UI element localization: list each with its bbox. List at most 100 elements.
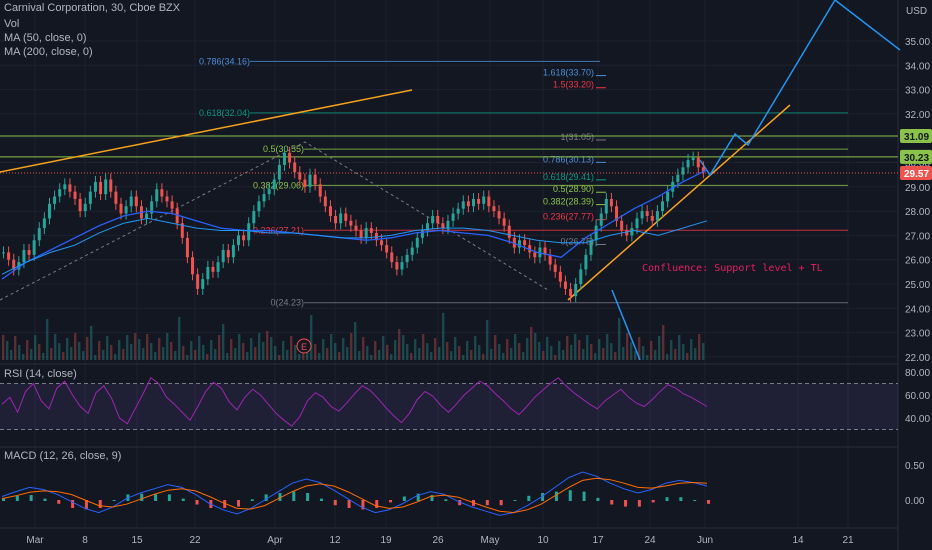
price-axis-tick: 35.00 [905, 37, 930, 48]
volume-bar [694, 348, 697, 360]
candle-body [303, 179, 307, 187]
volume-bar [514, 334, 517, 360]
volume-bar [138, 339, 141, 360]
volume-bar [66, 338, 69, 360]
signal-line [1, 477, 708, 514]
fib-level-label: 0.5(30.55) [263, 144, 304, 154]
candle-body [252, 211, 256, 224]
fib-ext-label: 0(26.75) [560, 236, 594, 246]
macd-histogram-bar [347, 500, 351, 508]
macd-histogram-bar [541, 493, 545, 501]
volume-bar [146, 334, 149, 360]
volume-bar [398, 329, 401, 360]
volume-bar [206, 354, 209, 360]
candle-body [226, 249, 230, 258]
candle-body [323, 196, 327, 207]
volume-bar [358, 351, 361, 360]
volume-bar [638, 337, 641, 360]
time-axis-tick: May [481, 535, 500, 546]
currency-label: USD [906, 6, 927, 17]
earnings-marker [296, 338, 312, 354]
volume-bar [58, 343, 61, 360]
candle-body [512, 237, 516, 248]
volume-bar [342, 338, 345, 360]
volume-bar [590, 344, 593, 360]
volume-bar [18, 345, 21, 360]
candle-body [640, 211, 644, 219]
drawing-lines [0, 0, 901, 361]
macd-axis-tick: 0.50 [905, 461, 925, 472]
macd-histogram-bar [624, 500, 628, 507]
volume-bar [566, 336, 569, 360]
macd-histogram-bar [707, 500, 710, 504]
volume-bar [414, 339, 417, 360]
volume-bar [194, 350, 197, 360]
price-tag: 29.57 [900, 165, 932, 180]
candle-body [615, 206, 619, 221]
volume-bar [134, 333, 137, 360]
candle-body [701, 167, 705, 173]
fib-ext-label: 0.786(30.13) [543, 154, 594, 164]
volume-bar [346, 347, 349, 360]
volume-bar [490, 349, 493, 360]
macd-histogram-bar [596, 497, 600, 501]
candle-body [354, 225, 358, 231]
candle-body [385, 245, 389, 253]
candle-body [369, 228, 373, 233]
macd-histogram-bar [319, 498, 323, 501]
candle-body [237, 235, 240, 246]
candle-body [293, 162, 297, 173]
volume-bar [526, 338, 529, 360]
candle-body [528, 245, 532, 253]
macd-histogram-bar [57, 500, 61, 504]
candle-body [415, 237, 419, 248]
price-tag-bg [900, 129, 932, 144]
volume-bar [382, 336, 385, 360]
volume-bar [434, 338, 437, 360]
volume-bar [158, 338, 161, 360]
macd-histogram-bar [444, 499, 448, 501]
volume-bar [222, 324, 225, 360]
candle-body [461, 201, 465, 209]
price-candles [2, 146, 705, 303]
candle-body [569, 288, 573, 297]
fib-ext-label: 1(31.05) [560, 132, 594, 142]
candle-body [599, 213, 603, 226]
time-axis-tick: 10 [537, 535, 549, 546]
volume-bar [330, 334, 333, 360]
volume-bar [82, 351, 85, 360]
volume-bar [670, 340, 673, 360]
volume-bar [626, 333, 629, 360]
volume-bar [606, 334, 609, 360]
price-tags: 31.09 30.23 29.57 [900, 129, 932, 180]
legend-ma200: MA (200, close, 0) [4, 46, 93, 58]
macd-histogram-bar [693, 500, 697, 501]
volume-bar [578, 340, 581, 360]
volume-bar [522, 352, 525, 360]
volume-bar [294, 345, 297, 360]
candle-body [548, 254, 552, 265]
volume-bar [6, 341, 9, 360]
volume-bar [70, 347, 73, 360]
volume-bar [258, 333, 261, 360]
ma50-line [1, 169, 708, 280]
fib-level-label: 0(24.23) [270, 298, 304, 308]
macd-histogram-bar [223, 500, 227, 508]
volume-bar [354, 322, 357, 360]
macd-histogram-bar [15, 495, 19, 501]
candle-body [160, 189, 164, 197]
macd-histogram-bar [361, 500, 365, 510]
volume-bar [478, 345, 481, 360]
candle-body [451, 213, 455, 221]
candle-body [676, 174, 680, 182]
annotation-text: Confluence: Support level + TL [642, 263, 823, 274]
time-axis-tick: 15 [131, 535, 143, 546]
volume-bar [614, 352, 617, 360]
macd-line [1, 471, 708, 516]
candle-body [339, 213, 343, 224]
volume-bar [62, 352, 65, 360]
volume-bar [658, 336, 661, 360]
volume-bar [154, 352, 157, 360]
macd-histogram-bar [195, 500, 199, 505]
